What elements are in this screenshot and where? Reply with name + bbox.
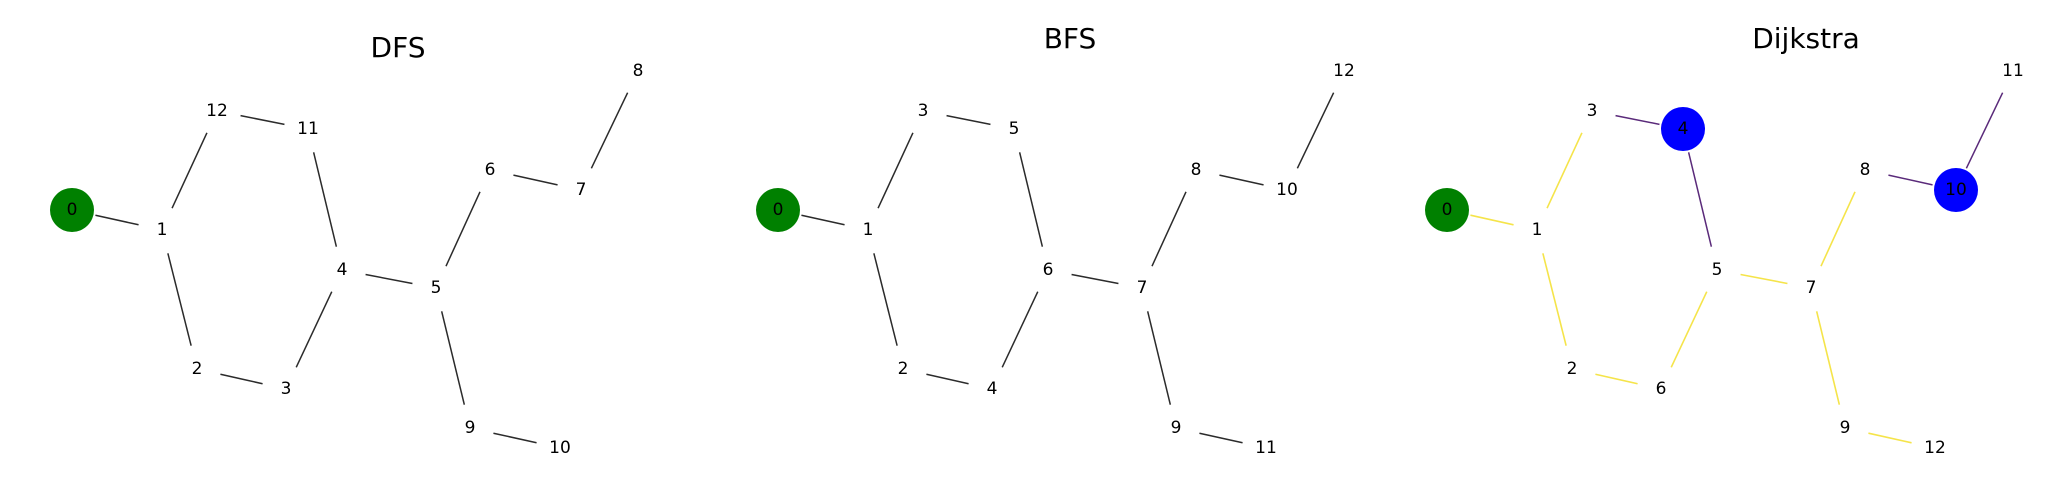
edge-bfs-1-2 [873,253,898,346]
node-label-dijkstra-2: 2 [1567,359,1578,379]
edge-dfs-2-3 [220,373,263,385]
node-label-bfs-5: 5 [1009,119,1020,139]
start-node-dijkstra-0 [1425,188,1469,232]
edge-bfs-6-7 [1071,273,1119,285]
edge-bfs-8-10 [1219,174,1264,186]
edge-dfs-12-11 [240,114,285,126]
node-label-bfs-3: 3 [918,101,929,121]
node-label-dijkstra-1: 1 [1532,220,1543,240]
node-label-dfs-4: 4 [337,260,348,280]
node-label-dijkstra-5: 5 [1712,260,1723,280]
edge-dijkstra-0-1 [1470,214,1514,226]
edge-dijkstra-5-7 [1740,273,1788,285]
edge-dfs-1-2 [167,253,192,346]
edge-bfs-1-3 [877,132,914,209]
edge-dijkstra-9-12 [1868,432,1912,444]
edge-dijkstra-1-3 [1546,132,1583,209]
node-label-dijkstra-12: 12 [1924,438,1946,458]
node-label-dfs-12: 12 [206,101,228,121]
edge-dfs-5-6 [445,191,481,267]
node-label-dijkstra-7: 7 [1806,278,1817,298]
node-label-dfs-9: 9 [465,418,476,438]
node-label-dfs-1: 1 [157,220,168,240]
edge-dijkstra-7-8 [1820,191,1856,267]
node-label-bfs-7: 7 [1137,278,1148,298]
edge-dfs-11-4 [312,152,338,247]
edge-bfs-10-12 [1296,92,1335,169]
node-label-bfs-2: 2 [898,359,909,379]
edge-dijkstra-1-2 [1542,253,1567,346]
edge-dfs-7-8 [590,92,629,169]
edge-dfs-6-7 [513,174,558,186]
edge-bfs-4-6 [1001,291,1039,368]
node-label-dijkstra-3: 3 [1587,101,1598,121]
node-label-bfs-12: 12 [1333,61,1355,81]
node-label-dfs-2: 2 [192,359,203,379]
node-label-dijkstra-11: 11 [2002,61,2024,81]
start-node-dfs-0 [50,188,94,232]
edge-dfs-4-5 [365,273,413,285]
node-label-bfs-4: 4 [987,379,998,399]
node-label-dijkstra-0: 0 [1442,200,1453,220]
node-label-dfs-11: 11 [297,119,319,139]
node-label-dijkstra-8: 8 [1860,160,1871,180]
panel-title-dfs: DFS [371,31,426,64]
edge-bfs-7-8 [1151,191,1187,267]
start-node-bfs-0 [756,188,800,232]
node-label-bfs-10: 10 [1276,180,1298,200]
edge-bfs-5-6 [1018,152,1044,247]
target-node-dijkstra-10 [1934,168,1978,212]
edge-dijkstra-4-5 [1687,152,1713,247]
node-label-dfs-7: 7 [576,180,587,200]
edge-dfs-1-12 [171,132,208,209]
node-label-dijkstra-10: 10 [1945,180,1967,200]
node-label-dijkstra-4: 4 [1678,119,1689,139]
edge-bfs-7-9 [1146,311,1172,405]
node-label-dfs-8: 8 [633,61,644,81]
panel-bfs: BFS 0 1 3 5 6 7 8 10 12 2 4 9 11 [756,22,1355,458]
edge-dfs-0-1 [95,214,139,226]
node-label-bfs-8: 8 [1191,160,1202,180]
panel-title-bfs: BFS [1044,22,1097,55]
node-label-bfs-6: 6 [1043,260,1054,280]
edge-dijkstra-2-6 [1595,373,1638,385]
node-label-dfs-6: 6 [485,160,496,180]
panel-title-dijkstra: Dijkstra [1752,22,1860,55]
node-label-bfs-9: 9 [1171,418,1182,438]
node-label-dijkstra-6: 6 [1656,379,1667,399]
edge-dfs-9-10 [493,432,537,444]
node-label-bfs-1: 1 [863,220,874,240]
edge-bfs-3-5 [946,114,991,126]
target-node-dijkstra-4 [1661,107,1705,151]
node-label-dfs-10: 10 [549,438,571,458]
panel-dfs: DFS 0 1 12 11 4 5 6 7 8 2 3 9 10 [50,31,643,458]
edge-bfs-2-4 [926,373,969,385]
node-label-dfs-5: 5 [431,278,442,298]
node-label-dfs-0: 0 [67,200,78,220]
edge-dijkstra-7-9 [1815,311,1841,405]
edge-bfs-0-1 [801,214,845,226]
node-label-dijkstra-9: 9 [1840,418,1851,438]
node-label-bfs-0: 0 [773,200,784,220]
panel-dijkstra: Dijkstra 0 1 3 4 5 7 8 10 11 2 6 9 12 [1425,22,2024,458]
edge-dijkstra-6-5 [1670,291,1708,368]
edge-dijkstra-8-10 [1888,174,1933,186]
node-label-bfs-11: 11 [1255,438,1277,458]
edge-dijkstra-3-4 [1615,114,1660,126]
node-label-dfs-3: 3 [281,379,292,399]
edge-dfs-3-4 [295,291,333,368]
edge-dijkstra-10-11 [1965,92,2004,169]
edge-dfs-5-9 [440,311,466,405]
edge-bfs-9-11 [1199,432,1243,444]
